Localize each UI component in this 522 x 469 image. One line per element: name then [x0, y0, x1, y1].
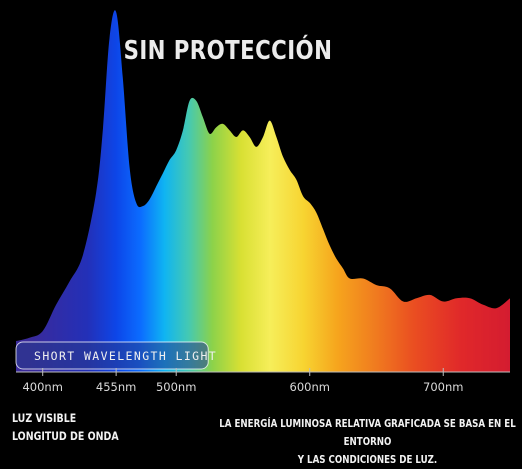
spectrum-area	[16, 10, 510, 372]
footnote-right-line-1: LA ENERGÍA LUMINOSA RELATIVA GRAFICADA S…	[219, 418, 516, 448]
tick-label-600: 600nm	[290, 380, 330, 394]
footnote-left: LUZ VISIBLE LONGITUD DE ONDA	[12, 409, 176, 445]
footnote-left-line-2: LONGITUD DE ONDA	[12, 429, 119, 443]
tick-label-455: 455nm	[96, 380, 136, 394]
page-title: SIN PROTECCIÓN	[123, 36, 333, 66]
tick-label-700: 700nm	[423, 380, 463, 394]
x-axis-ticks: 400nm 455nm 500nm 600nm 700nm	[22, 368, 463, 394]
band-label: SHORT WAVELENGTH LIGHT	[34, 349, 217, 363]
footnote-right: LA ENERGÍA LUMINOSA RELATIVA GRAFICADA S…	[219, 415, 516, 469]
footnote-left-line-1: LUZ VISIBLE	[12, 411, 77, 425]
tick-label-400: 400nm	[22, 380, 62, 394]
footnote-right-line-2: Y LAS CONDICIONES DE LUZ.	[297, 454, 438, 466]
short-wavelength-band: SHORT WAVELENGTH LIGHT	[15, 341, 217, 370]
tick-label-500: 500nm	[156, 380, 196, 394]
band-pill	[15, 341, 209, 370]
